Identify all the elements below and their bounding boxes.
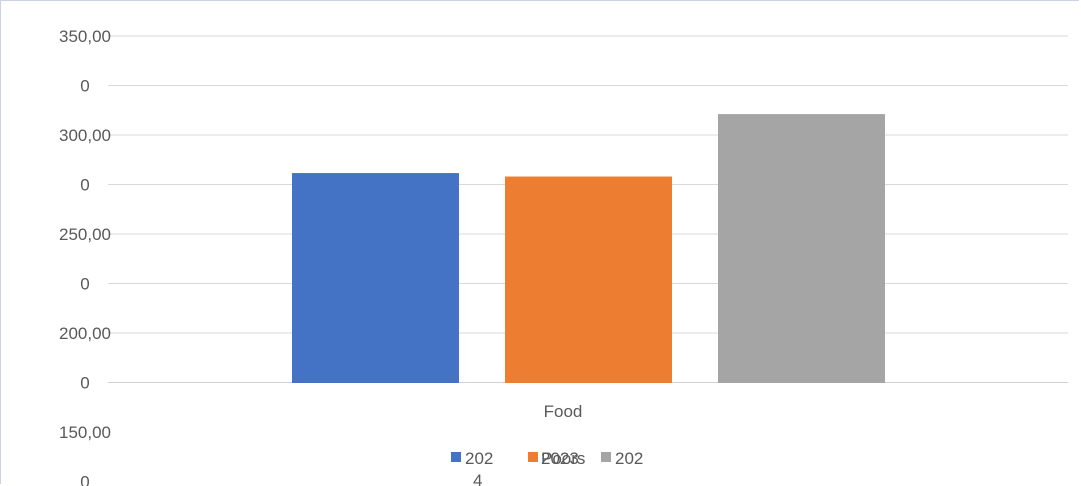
legend-swatch-2022 [601, 452, 611, 462]
bar-food-2023 [505, 176, 672, 383]
legend: 202 4 2023 Poors 202 [451, 449, 643, 486]
y-tick-label-7: 0 [80, 374, 89, 393]
y-tick-label-5: 0 [80, 275, 89, 294]
legend-label-2024: 202 [465, 449, 493, 468]
legend-label-overlap: Poors [541, 449, 585, 468]
y-tick-label-0: 350,00 [59, 27, 111, 46]
legend-label-2022: 202 [615, 449, 643, 468]
bar-food-2024 [292, 173, 459, 383]
y-tick-label-4: 250,00 [59, 225, 111, 244]
y-tick-label-8: 150,00 [59, 423, 111, 442]
y-tick-label-1: 0 [80, 77, 89, 96]
legend-label-2024-wrap: 4 [473, 471, 482, 486]
legend-swatch-2023 [528, 452, 538, 462]
y-tick-label-3: 0 [80, 176, 89, 195]
y-axis-tick-labels: 350,00 0 300,00 0 250,00 0 200,00 0 150,00 0 [59, 27, 111, 486]
legend-label-2023: 2023 [541, 449, 579, 468]
y-tick-label-9: 0 [80, 473, 89, 486]
y-tick-label-2: 300,00 [59, 126, 111, 145]
category-label-food: Food [544, 402, 583, 421]
bars [292, 114, 885, 383]
legend-swatch-2024 [451, 452, 461, 462]
y-tick-label-6: 200,00 [59, 324, 111, 343]
bar-food-2022 [718, 114, 885, 383]
